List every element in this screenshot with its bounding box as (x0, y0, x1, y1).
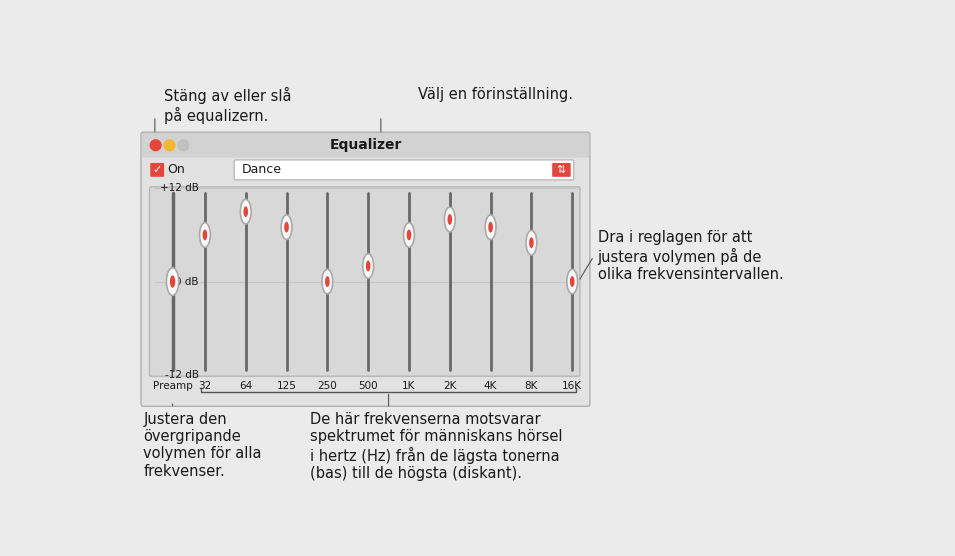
FancyBboxPatch shape (141, 132, 590, 406)
Text: Preamp: Preamp (153, 381, 193, 391)
Text: -12 dB: -12 dB (165, 370, 199, 380)
FancyBboxPatch shape (234, 160, 574, 180)
Text: 16K: 16K (562, 381, 583, 391)
Text: 64: 64 (239, 381, 252, 391)
Text: Dance: Dance (242, 163, 282, 176)
Text: 125: 125 (277, 381, 296, 391)
Ellipse shape (526, 230, 537, 255)
Text: Justera den
övergripande
volymen för alla
frekvenser.: Justera den övergripande volymen för all… (143, 411, 262, 479)
Ellipse shape (404, 222, 414, 247)
Text: Dra i reglagen för att
justera volymen på de
olika frekvensintervallen.: Dra i reglagen för att justera volymen p… (598, 230, 783, 282)
Text: Välj en förinställning.: Välj en förinställning. (418, 87, 573, 102)
Ellipse shape (407, 230, 412, 240)
FancyBboxPatch shape (150, 187, 580, 376)
Ellipse shape (200, 222, 210, 247)
Text: 8K: 8K (524, 381, 538, 391)
Text: 4K: 4K (484, 381, 498, 391)
Ellipse shape (363, 254, 373, 279)
Ellipse shape (166, 267, 179, 295)
Text: On: On (167, 163, 185, 176)
Ellipse shape (570, 276, 575, 287)
Text: Equalizer: Equalizer (329, 138, 402, 152)
Ellipse shape (322, 269, 332, 294)
Text: 0 dB: 0 dB (176, 276, 199, 286)
Ellipse shape (170, 275, 176, 287)
Ellipse shape (444, 207, 456, 232)
Ellipse shape (202, 230, 207, 240)
Ellipse shape (241, 200, 251, 224)
Ellipse shape (485, 215, 496, 240)
Ellipse shape (281, 215, 292, 240)
Ellipse shape (567, 269, 578, 294)
Text: +12 dB: +12 dB (159, 183, 199, 193)
Circle shape (178, 140, 189, 151)
Text: 2K: 2K (443, 381, 456, 391)
FancyBboxPatch shape (150, 163, 164, 177)
Ellipse shape (529, 237, 534, 248)
FancyBboxPatch shape (141, 133, 589, 157)
Text: 500: 500 (358, 381, 378, 391)
Ellipse shape (448, 214, 452, 225)
Ellipse shape (366, 261, 371, 271)
Text: Stäng av eller slå
på equalizern.: Stäng av eller slå på equalizern. (164, 87, 291, 123)
FancyBboxPatch shape (552, 163, 571, 177)
Ellipse shape (244, 206, 248, 217)
Ellipse shape (488, 222, 493, 232)
Ellipse shape (285, 222, 288, 232)
Text: ✓: ✓ (153, 165, 161, 175)
Text: 32: 32 (199, 381, 212, 391)
Text: 250: 250 (317, 381, 337, 391)
Text: 1K: 1K (402, 381, 415, 391)
Text: ⇅: ⇅ (557, 165, 566, 175)
Ellipse shape (325, 276, 329, 287)
Circle shape (150, 140, 161, 151)
Text: De här frekvenserna motsvarar
spektrumet för människans hörsel
i hertz (Hz) från: De här frekvenserna motsvarar spektrumet… (310, 411, 562, 481)
Circle shape (164, 140, 175, 151)
